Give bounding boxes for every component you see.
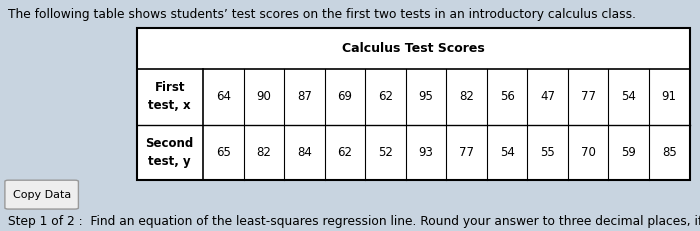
- Text: 77: 77: [580, 90, 596, 103]
- Text: 95: 95: [419, 90, 433, 103]
- Text: 77: 77: [459, 146, 474, 159]
- Text: 62: 62: [337, 146, 352, 159]
- Text: 93: 93: [419, 146, 433, 159]
- Text: 91: 91: [662, 90, 677, 103]
- Text: The following table shows students’ test scores on the first two tests in an int: The following table shows students’ test…: [8, 8, 636, 21]
- Text: 87: 87: [297, 90, 312, 103]
- FancyBboxPatch shape: [5, 180, 78, 209]
- Text: 56: 56: [500, 90, 514, 103]
- Text: 52: 52: [378, 146, 393, 159]
- Text: Step 1 of 2 :  Find an equation of the least-squares regression line. Round your: Step 1 of 2 : Find an equation of the le…: [8, 215, 700, 228]
- Bar: [136, 28, 690, 180]
- Text: 65: 65: [216, 146, 231, 159]
- Text: 55: 55: [540, 146, 555, 159]
- Text: 54: 54: [622, 90, 636, 103]
- Text: 82: 82: [256, 146, 272, 159]
- Text: 47: 47: [540, 90, 555, 103]
- Text: 90: 90: [256, 90, 272, 103]
- Text: Calculus Test Scores: Calculus Test Scores: [342, 42, 484, 55]
- Text: 84: 84: [297, 146, 312, 159]
- Text: 82: 82: [459, 90, 474, 103]
- Text: 70: 70: [581, 146, 596, 159]
- Text: Second
test, y: Second test, y: [146, 137, 194, 168]
- Text: 54: 54: [500, 146, 514, 159]
- Text: 85: 85: [662, 146, 677, 159]
- Text: 59: 59: [622, 146, 636, 159]
- Text: 64: 64: [216, 90, 231, 103]
- Text: 62: 62: [378, 90, 393, 103]
- Text: First
test, x: First test, x: [148, 81, 191, 112]
- Text: 69: 69: [337, 90, 352, 103]
- Text: Copy Data: Copy Data: [13, 190, 71, 200]
